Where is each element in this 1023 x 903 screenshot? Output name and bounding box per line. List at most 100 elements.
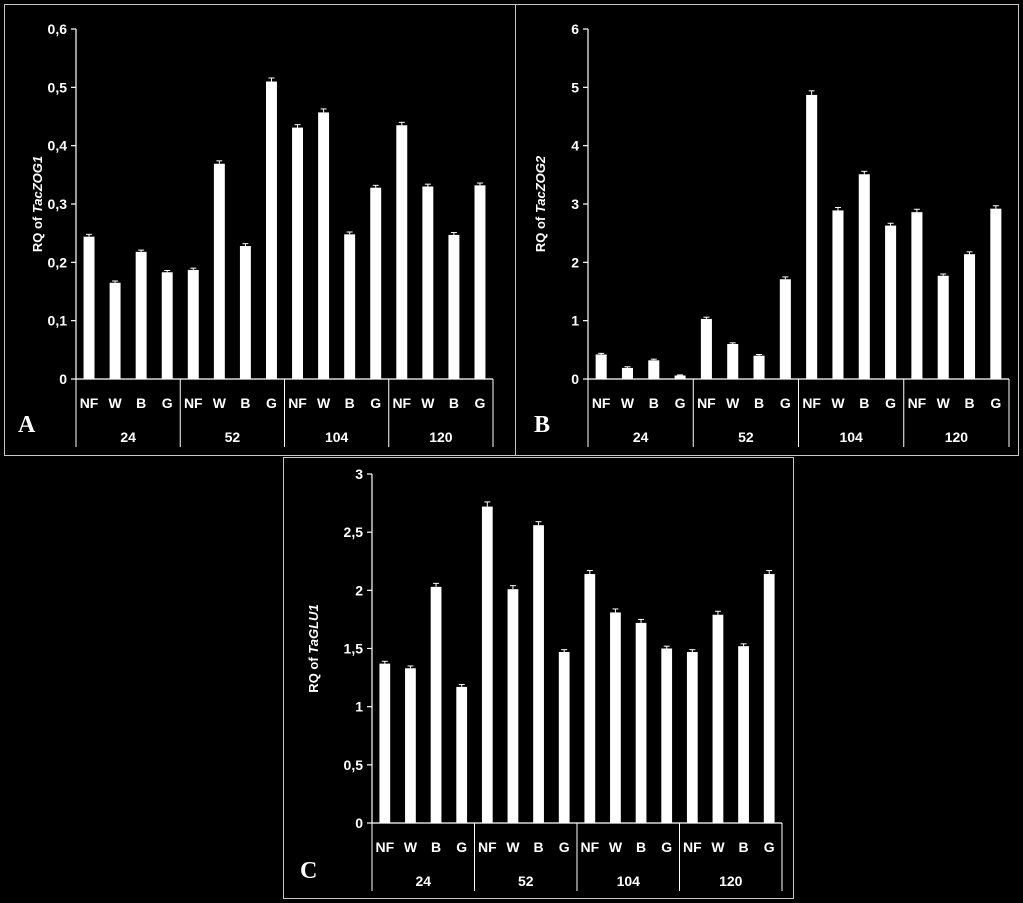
y-axis-label: RQ of TaGLU1 [306,604,321,692]
bar [292,127,304,379]
panel-c-frame [283,457,794,899]
category-label: W [621,395,635,411]
y-tick-label: 2,5 [344,524,364,540]
bar [135,251,147,379]
y-tick-label: 0,2 [48,254,68,270]
category-label: G [370,395,381,411]
group-label: 52 [225,429,241,445]
group-label: 120 [945,429,969,445]
category-label: W [404,839,418,855]
group-label: 24 [633,429,649,445]
bar [610,612,621,823]
category-label: B [964,395,974,411]
category-label: W [831,395,845,411]
y-axis-label: RQ of TacZOG2 [533,155,548,252]
bar [448,234,460,379]
panel-a-frame [4,4,516,456]
group-label: 104 [325,429,349,445]
bar [661,648,673,823]
bar [779,279,791,379]
category-label: G [559,839,570,855]
bar [533,525,544,823]
bar [109,282,121,379]
y-tick-label: 1,5 [344,641,364,657]
category-label: G [456,839,467,855]
category-label: G [266,395,277,411]
category-label: NF [697,395,716,411]
panel-b-frame [515,4,1019,456]
bar [430,586,442,823]
category-label: W [937,395,951,411]
y-tick-label: 3 [571,196,579,212]
bar [885,225,897,379]
category-label: NF [375,839,394,855]
bar [595,354,607,379]
y-axis-label-gene: TacZOG2 [533,155,548,213]
bar [990,208,1002,379]
bar [635,622,647,823]
category-label: NF [592,395,611,411]
bar [379,663,391,823]
y-tick-label: 2 [355,582,363,598]
category-label: B [431,839,441,855]
y-axis-label-prefix: RQ of [306,654,321,693]
category-label: B [649,395,659,411]
category-label: B [739,839,749,855]
y-axis-label: RQ of TacZOG1 [30,156,45,252]
category-label: W [711,839,725,855]
category-label: W [108,395,122,411]
category-label: G [780,395,791,411]
bar [507,589,519,823]
category-label: W [421,395,435,411]
bar [858,174,870,379]
bar [648,360,660,379]
bar [911,212,923,379]
y-tick-label: 0 [355,815,363,831]
y-tick-label: 5 [571,79,579,95]
y-tick-label: 2 [571,254,579,270]
bar [213,163,225,379]
y-tick-label: 4 [571,138,579,154]
panel-label: C [300,858,317,884]
y-tick-label: 0,5 [48,79,68,95]
category-label: W [213,395,227,411]
group-label: 120 [719,873,743,889]
y-tick-label: 1 [355,699,363,715]
category-label: NF [184,395,203,411]
category-label: NF [908,395,927,411]
category-label: W [609,839,623,855]
category-label: NF [392,395,411,411]
category-label: B [345,395,355,411]
bar [686,651,698,823]
bar [83,236,95,379]
group-label: 52 [738,429,754,445]
category-label: G [885,395,896,411]
category-label: B [636,839,646,855]
y-tick-label: 0,3 [48,196,68,212]
group-label: 104 [839,429,863,445]
category-label: B [449,395,459,411]
category-label: W [506,839,520,855]
bar [396,125,408,379]
y-axis-label-gene: TacZOG1 [30,156,45,213]
bar [753,355,765,379]
bar [832,210,844,379]
category-label: B [240,395,250,411]
bar [712,614,724,823]
y-tick-label: 1 [571,313,579,329]
bar [558,651,570,823]
category-label: NF [478,839,497,855]
bar [370,187,382,379]
panel-label: B [534,412,550,438]
category-label: G [162,395,173,411]
y-tick-label: 0 [571,371,579,387]
category-label: G [675,395,686,411]
category-label: B [136,395,146,411]
category-label: G [764,839,775,855]
group-label: 24 [415,873,431,889]
bar [187,269,199,379]
category-label: G [661,839,672,855]
